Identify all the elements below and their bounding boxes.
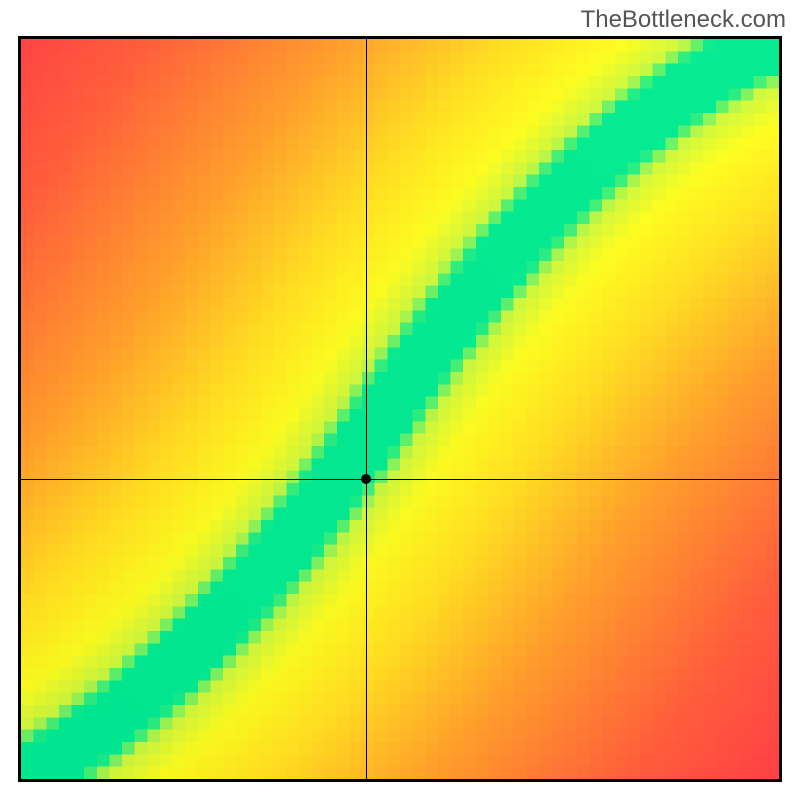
watermark-text: TheBottleneck.com bbox=[581, 6, 786, 34]
crosshair-horizontal bbox=[21, 479, 779, 480]
crosshair-vertical bbox=[366, 39, 367, 779]
heatmap-plot bbox=[18, 36, 782, 782]
crosshair-marker bbox=[361, 474, 371, 484]
heatmap-canvas bbox=[21, 39, 779, 779]
